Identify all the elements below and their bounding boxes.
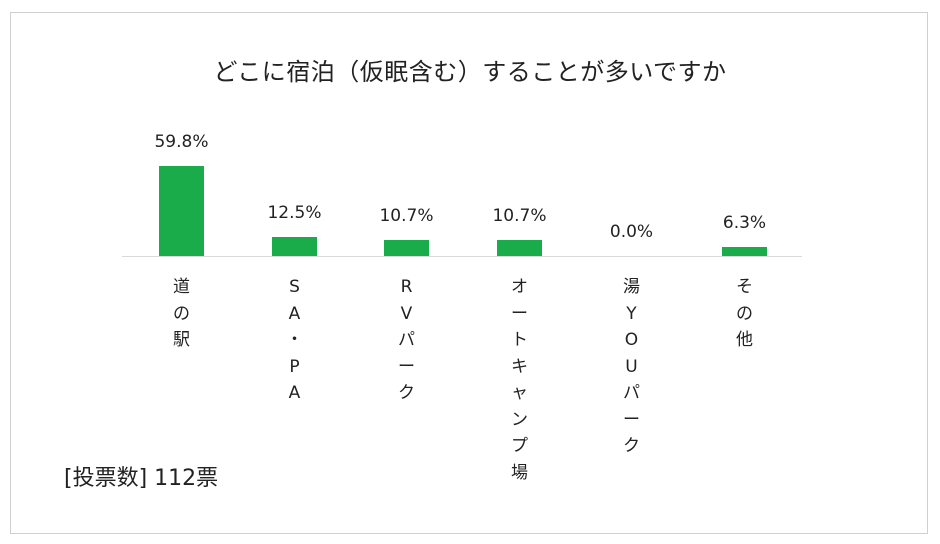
data-label: 6.3% bbox=[722, 213, 767, 233]
data-label: 59.8% bbox=[154, 132, 209, 152]
data-label: 10.7% bbox=[492, 206, 547, 226]
data-label: 10.7% bbox=[379, 206, 434, 226]
data-label: 0.0% bbox=[609, 222, 654, 242]
chart-title: どこに宿泊（仮眠含む）することが多いですか bbox=[213, 58, 727, 86]
vote-count: [投票数] 112票 bbox=[64, 466, 219, 491]
category-label: そ の 他 bbox=[736, 277, 753, 350]
x-axis-baseline bbox=[122, 256, 802, 257]
bar bbox=[497, 240, 542, 256]
bar bbox=[384, 240, 429, 256]
category-label: S A ・ P A bbox=[286, 277, 303, 403]
bar bbox=[722, 247, 767, 256]
category-label: オ ー ト キ ャ ン プ 場 bbox=[511, 277, 528, 483]
category-label: 湯 Y O U パ ー ク bbox=[623, 277, 640, 456]
bar bbox=[272, 237, 317, 256]
chart-frame bbox=[10, 12, 928, 534]
category-label: R V パ ー ク bbox=[398, 277, 415, 403]
data-label: 12.5% bbox=[267, 203, 322, 223]
bar bbox=[159, 166, 204, 256]
category-label: 道 の 駅 bbox=[173, 277, 190, 350]
